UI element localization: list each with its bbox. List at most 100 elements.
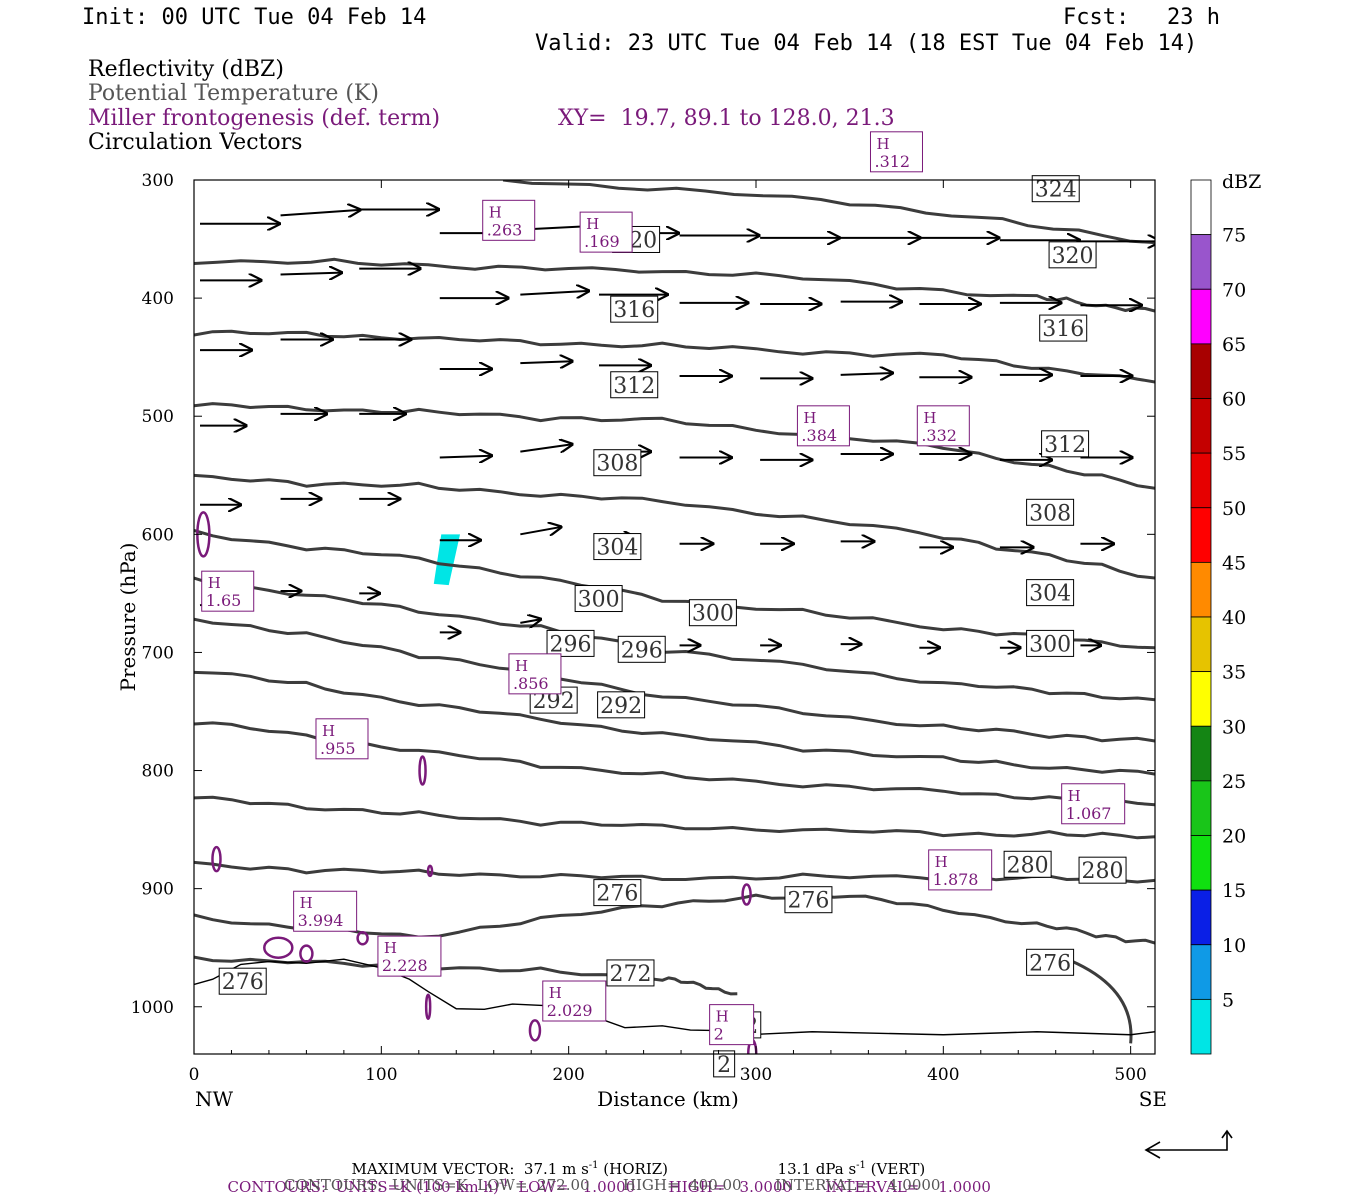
theta-label-box (713, 1050, 736, 1078)
colorbar-level: 70 (1222, 279, 1246, 301)
theta-label-box (1026, 579, 1075, 607)
circulation-vector (520, 361, 572, 363)
y-tick-label: 600 (142, 525, 174, 545)
frontogenesis-max-value: .955 (320, 739, 356, 758)
frontogenesis-max-box (315, 718, 369, 760)
frontogenesis-max-h: H (923, 409, 936, 427)
y-tick-label: 800 (142, 762, 174, 782)
colorbar-level: 55 (1222, 443, 1246, 465)
frontogenesis-max-box (201, 570, 255, 612)
circulation-vector (520, 619, 540, 623)
circulation-vector (520, 291, 588, 295)
theta-contour-304 (194, 528, 1155, 650)
contours1-range: LOW= 1.0000 HIGH= 3.0000 INTERVAL= 1.000… (508, 1178, 991, 1196)
theta-contour-320 (194, 257, 1155, 313)
circulation-vector (520, 444, 572, 451)
frontogenesis-max-box (482, 199, 536, 241)
colorbar-level: 45 (1222, 552, 1246, 574)
theta-label-box (574, 585, 623, 613)
theta-label-box (606, 959, 655, 987)
theta-contour-324 (502, 180, 1155, 245)
theta-contour-308 (194, 473, 1155, 580)
theta-label-box (610, 295, 659, 323)
frontogenesis-max-box (508, 653, 562, 695)
theta-label-box (784, 886, 833, 914)
max-vector-vert-tail: (VERT) (865, 1160, 926, 1178)
frontogenesis-max-h: H (515, 657, 528, 675)
init-time: Init: 00 UTC Tue 04 Feb 14 (82, 5, 427, 30)
theta-label: 312 (1044, 433, 1086, 458)
theta-label: 276 (596, 882, 638, 907)
theta-label: 300 (692, 602, 734, 627)
frontogenesis-max-value: 3.994 (298, 911, 344, 930)
frontogenesis-contour-info: CONTOURS: UNITS=K (100 km h)-1 LOW= 1.00… (218, 1158, 991, 1196)
nw-end-label: NW (195, 1087, 234, 1111)
frontogenesis-max-value: 1.067 (1066, 804, 1112, 823)
valid-time: Valid: 23 UTC Tue 04 Feb 14 (18 EST Tue … (535, 31, 1198, 56)
theta-label: 320 (1052, 244, 1094, 269)
colorbar-segment (1190, 179, 1212, 236)
theta-contour-276 (194, 893, 1155, 945)
theta-label: 296 (550, 632, 592, 657)
theta-label: 304 (596, 536, 638, 561)
frontogenesis-max-h: H (1068, 787, 1081, 805)
colorbar-level: 30 (1222, 716, 1246, 738)
frontogenesis-max-box (796, 405, 850, 447)
frontogenesis-max-h: H (549, 984, 562, 1002)
theta-label-box (597, 691, 646, 719)
plot-frame (193, 179, 1156, 1055)
theta-contour-284 (194, 795, 1155, 840)
x-tick-label: 400 (927, 1065, 959, 1085)
x-tick-label: 300 (740, 1065, 772, 1085)
frontogenesis-max-value: 2.029 (547, 1001, 593, 1020)
colorbar-segment (1190, 343, 1212, 399)
theta-label-box (1026, 629, 1075, 657)
frontogenesis-max-h: H (716, 1008, 729, 1026)
colorbar-segment (1190, 835, 1212, 891)
max-vector-vert-exp: -1 (856, 1160, 866, 1171)
theta-label: 272 (609, 962, 651, 987)
colorbar-segment (1190, 998, 1212, 1055)
cross-section-endpoints: XY= 19.7, 89.1 to 128.0, 21.3 (558, 106, 895, 131)
theta-label-box (1078, 856, 1127, 884)
x-tick-label: 100 (365, 1065, 397, 1085)
colorbar-title: dBZ (1222, 171, 1261, 193)
theta-label: 280 (1082, 859, 1124, 884)
frontogenesis-max-value: 1.878 (933, 870, 979, 889)
reflectivity-cell (433, 534, 461, 586)
y-axis-label: Pressure (hPa) (116, 543, 140, 692)
colorbar-level: 40 (1222, 607, 1246, 629)
theta-label: 308 (1029, 501, 1071, 526)
frontogenesis-contour (418, 755, 427, 786)
field-reflectivity: Reflectivity (dBZ) (88, 57, 284, 82)
frontogenesis-max-box (709, 1004, 755, 1046)
frontogenesis-max-value: .332 (921, 426, 957, 445)
colorbar-level: 10 (1222, 935, 1246, 957)
max-vector-horiz-tail: (HORIZ) (598, 1160, 669, 1178)
colorbar-segment (1190, 561, 1212, 618)
theta-label-box (617, 635, 666, 663)
frontogenesis-max-value: 2.228 (382, 956, 428, 975)
theta-label-box (610, 371, 659, 399)
circulation-vector (280, 210, 361, 216)
forecast-hour: 23 h (1167, 5, 1220, 30)
terrain-line (194, 958, 1155, 1036)
frontogenesis-contour (528, 1019, 542, 1042)
y-tick-label: 1000 (131, 998, 174, 1018)
theta-label-box (1026, 498, 1075, 526)
theta-contour-292 (194, 670, 1155, 776)
frontogenesis-max-value: 2 (714, 1025, 724, 1044)
y-tick-label: 500 (142, 407, 174, 427)
theta-label-box (218, 967, 267, 995)
colorbar-segment (1190, 616, 1212, 673)
colorbar-level: 20 (1222, 826, 1246, 848)
frontogenesis-contour (356, 931, 369, 946)
theta-label-box (546, 629, 595, 657)
max-vector-horiz: MAXIMUM VECTOR: 37.1 m s (351, 1160, 589, 1178)
theta-label: 316 (1042, 317, 1084, 342)
se-end-label: SE (1139, 1087, 1167, 1111)
frontogenesis-max-value: .169 (584, 232, 620, 251)
frontogenesis-contour (426, 864, 434, 878)
colorbar-segment (1190, 725, 1212, 782)
frontogenesis-max-value: .384 (801, 426, 837, 445)
